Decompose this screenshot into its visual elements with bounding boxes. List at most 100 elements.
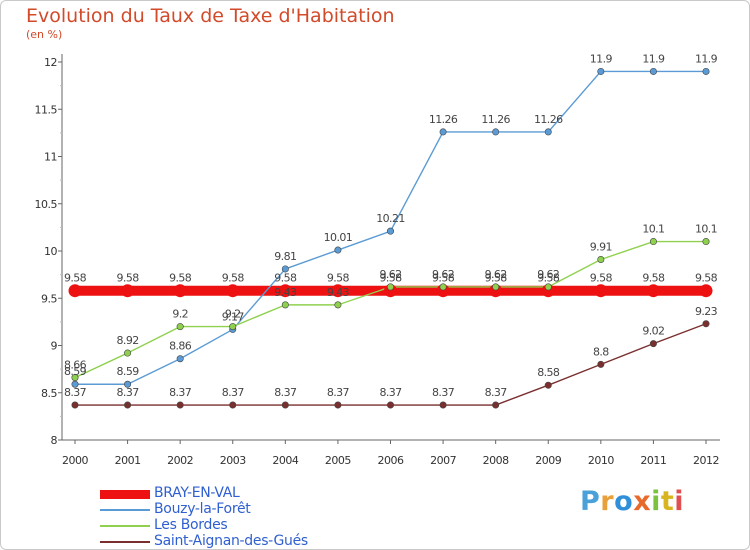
x-tick-label: 2009 — [535, 454, 561, 467]
legend-swatch — [100, 525, 150, 527]
data-label: 8.92 — [117, 334, 139, 347]
data-point — [544, 381, 552, 389]
data-label: 9.58 — [379, 272, 402, 285]
data-label: 9.58 — [695, 272, 718, 285]
logo-letter: x — [633, 486, 652, 517]
chart-title: Evolution du Taux de Taxe d'Habitation — [26, 5, 395, 27]
series-line — [74, 240, 706, 379]
data-point — [176, 401, 184, 409]
data-point — [702, 238, 710, 246]
data-label: 9.23 — [695, 305, 718, 318]
data-label: 10.01 — [324, 231, 353, 244]
logo-letter: i — [651, 486, 661, 517]
data-label: 10.1 — [695, 223, 717, 236]
data-point — [594, 284, 608, 298]
data-label: 8.86 — [169, 340, 192, 353]
logo-letter: i — [674, 486, 685, 517]
data-point — [124, 380, 132, 388]
data-point — [176, 323, 184, 331]
x-tick-label: 2001 — [115, 454, 141, 467]
data-point — [492, 401, 500, 409]
proxiti-logo[interactable]: Proxiti — [580, 486, 684, 517]
data-point — [649, 67, 657, 75]
data-point — [281, 265, 289, 273]
data-label: 11.9 — [590, 52, 613, 65]
logo-letter: P — [580, 486, 601, 517]
x-tick-label: 2006 — [378, 454, 404, 467]
data-label: 9.58 — [327, 272, 350, 285]
data-label: 8.37 — [222, 386, 245, 399]
legend-swatch — [100, 509, 150, 511]
data-label: 9.58 — [537, 272, 560, 285]
data-label: 9.81 — [274, 250, 296, 263]
data-point — [71, 374, 79, 382]
data-point — [229, 401, 237, 409]
y-tick-label: 11.5 — [35, 103, 58, 116]
legend-swatch — [100, 541, 150, 543]
data-point — [68, 284, 82, 298]
data-label: 10.21 — [376, 212, 405, 225]
y-tick-label: 10.5 — [35, 198, 58, 211]
logo-letter: o — [614, 486, 634, 517]
logo-letter: r — [600, 486, 615, 517]
data-point — [176, 355, 184, 363]
data-label: 9.62 — [432, 268, 454, 281]
data-point — [597, 67, 605, 75]
data-point — [439, 401, 447, 409]
data-label: 9.62 — [537, 268, 559, 281]
data-point — [649, 340, 657, 348]
data-point — [386, 227, 394, 235]
y-tick-label: 8 — [51, 434, 58, 447]
data-point — [281, 401, 289, 409]
data-label: 11.9 — [695, 52, 718, 65]
data-label: 9.58 — [642, 272, 665, 285]
x-tick-label: 2011 — [640, 454, 666, 467]
x-tick-label: 2003 — [220, 454, 246, 467]
data-point — [334, 401, 342, 409]
x-tick-label: 2002 — [167, 454, 193, 467]
data-label: 9.2 — [225, 308, 241, 321]
data-point — [544, 283, 552, 291]
x-tick-label: 2004 — [272, 454, 298, 467]
data-point — [121, 284, 135, 298]
x-tick-label: 2008 — [483, 454, 509, 467]
data-label: 9.58 — [432, 272, 455, 285]
data-label: 8.8 — [593, 345, 609, 358]
chart-subtitle: (en %) — [26, 28, 63, 41]
data-label: 11.26 — [429, 113, 458, 126]
data-point — [597, 360, 605, 368]
data-label: 8.66 — [64, 359, 87, 372]
data-label: 9.62 — [485, 268, 507, 281]
data-label: 9.43 — [274, 286, 297, 299]
data-label: 8.37 — [432, 386, 455, 399]
x-tick-label: 2005 — [325, 454, 351, 467]
data-label: 10.1 — [642, 223, 664, 236]
data-label: 8.58 — [537, 366, 560, 379]
data-label: 11.26 — [481, 113, 510, 126]
data-label: 8.37 — [274, 386, 297, 399]
data-label: 8.37 — [379, 386, 402, 399]
data-label: 9.62 — [379, 268, 401, 281]
data-point — [334, 301, 342, 309]
legend-label: Bouzy-la-Forêt — [154, 501, 251, 517]
y-tick-label: 11 — [44, 151, 57, 164]
data-point — [439, 128, 447, 136]
data-point — [649, 238, 657, 246]
data-label: 9.58 — [117, 272, 140, 285]
data-point — [281, 301, 289, 309]
data-label: 8.37 — [117, 386, 140, 399]
y-tick-label: 8.5 — [41, 387, 57, 400]
data-point — [173, 284, 187, 298]
data-point — [646, 284, 660, 298]
data-label: 9.43 — [327, 286, 350, 299]
data-point — [386, 401, 394, 409]
legend-label: Saint-Aignan-des-Gués — [154, 533, 308, 549]
data-point — [597, 256, 605, 264]
y-tick-label: 12 — [44, 56, 57, 69]
legend-label: BRAY-EN-VAL — [154, 485, 240, 501]
data-point — [124, 401, 132, 409]
data-label: 9.02 — [642, 325, 664, 338]
data-label: 9.2 — [172, 308, 188, 321]
y-tick-label: 9.5 — [41, 292, 57, 305]
